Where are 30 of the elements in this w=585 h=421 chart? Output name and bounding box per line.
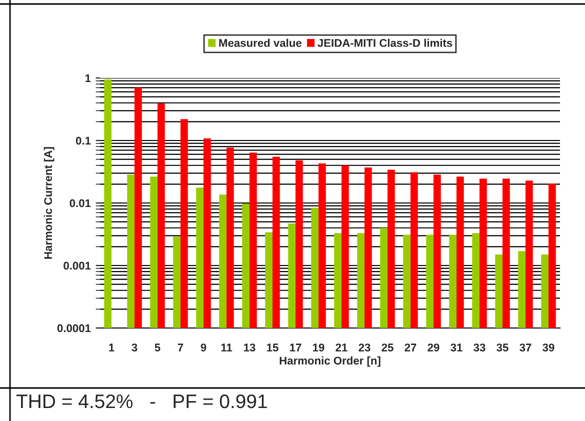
legend-label: Measured value (219, 38, 302, 47)
y-tick-label: 0.01 (70, 199, 91, 208)
x-axis-title: Harmonic Order [n] (280, 356, 380, 367)
x-tick-label: 33 (474, 344, 486, 352)
x-tick-label: 37 (520, 344, 532, 352)
x-tick-label: 5 (154, 344, 160, 352)
y-tick-label: 0.0001 (57, 324, 91, 332)
text: THD = 4.52% - PF = 0.991 (16, 394, 267, 408)
x-tick-label: 31 (450, 344, 462, 352)
x-tick-label: 23 (358, 344, 370, 352)
x-tick-label: 1 (109, 344, 114, 352)
y-axis-title: Harmonic Current [A] (44, 147, 54, 259)
x-tick-label: 29 (428, 344, 440, 352)
x-tick-label: 21 (336, 344, 348, 352)
y-tick-label: 0.1 (76, 136, 91, 145)
legend-label: JEIDA-MITI Class-D limits (318, 38, 452, 47)
y-tick-label: 0.001 (64, 262, 91, 270)
x-tick-label: 9 (200, 344, 206, 352)
x-tick-label: 25 (382, 344, 394, 352)
y-tick-label: 1 (85, 74, 91, 82)
x-tick-label: 13 (244, 344, 256, 352)
x-tick-label: 39 (542, 344, 554, 352)
x-tick-label: 15 (267, 344, 278, 352)
x-tick-label: 3 (132, 344, 138, 352)
x-tick-label: 17 (290, 344, 302, 352)
x-tick-label: 35 (496, 344, 508, 352)
x-tick-label: 19 (313, 344, 324, 352)
x-tick-label: 7 (178, 344, 184, 352)
x-tick-label: 11 (221, 344, 232, 352)
x-tick-label: 27 (404, 344, 416, 352)
